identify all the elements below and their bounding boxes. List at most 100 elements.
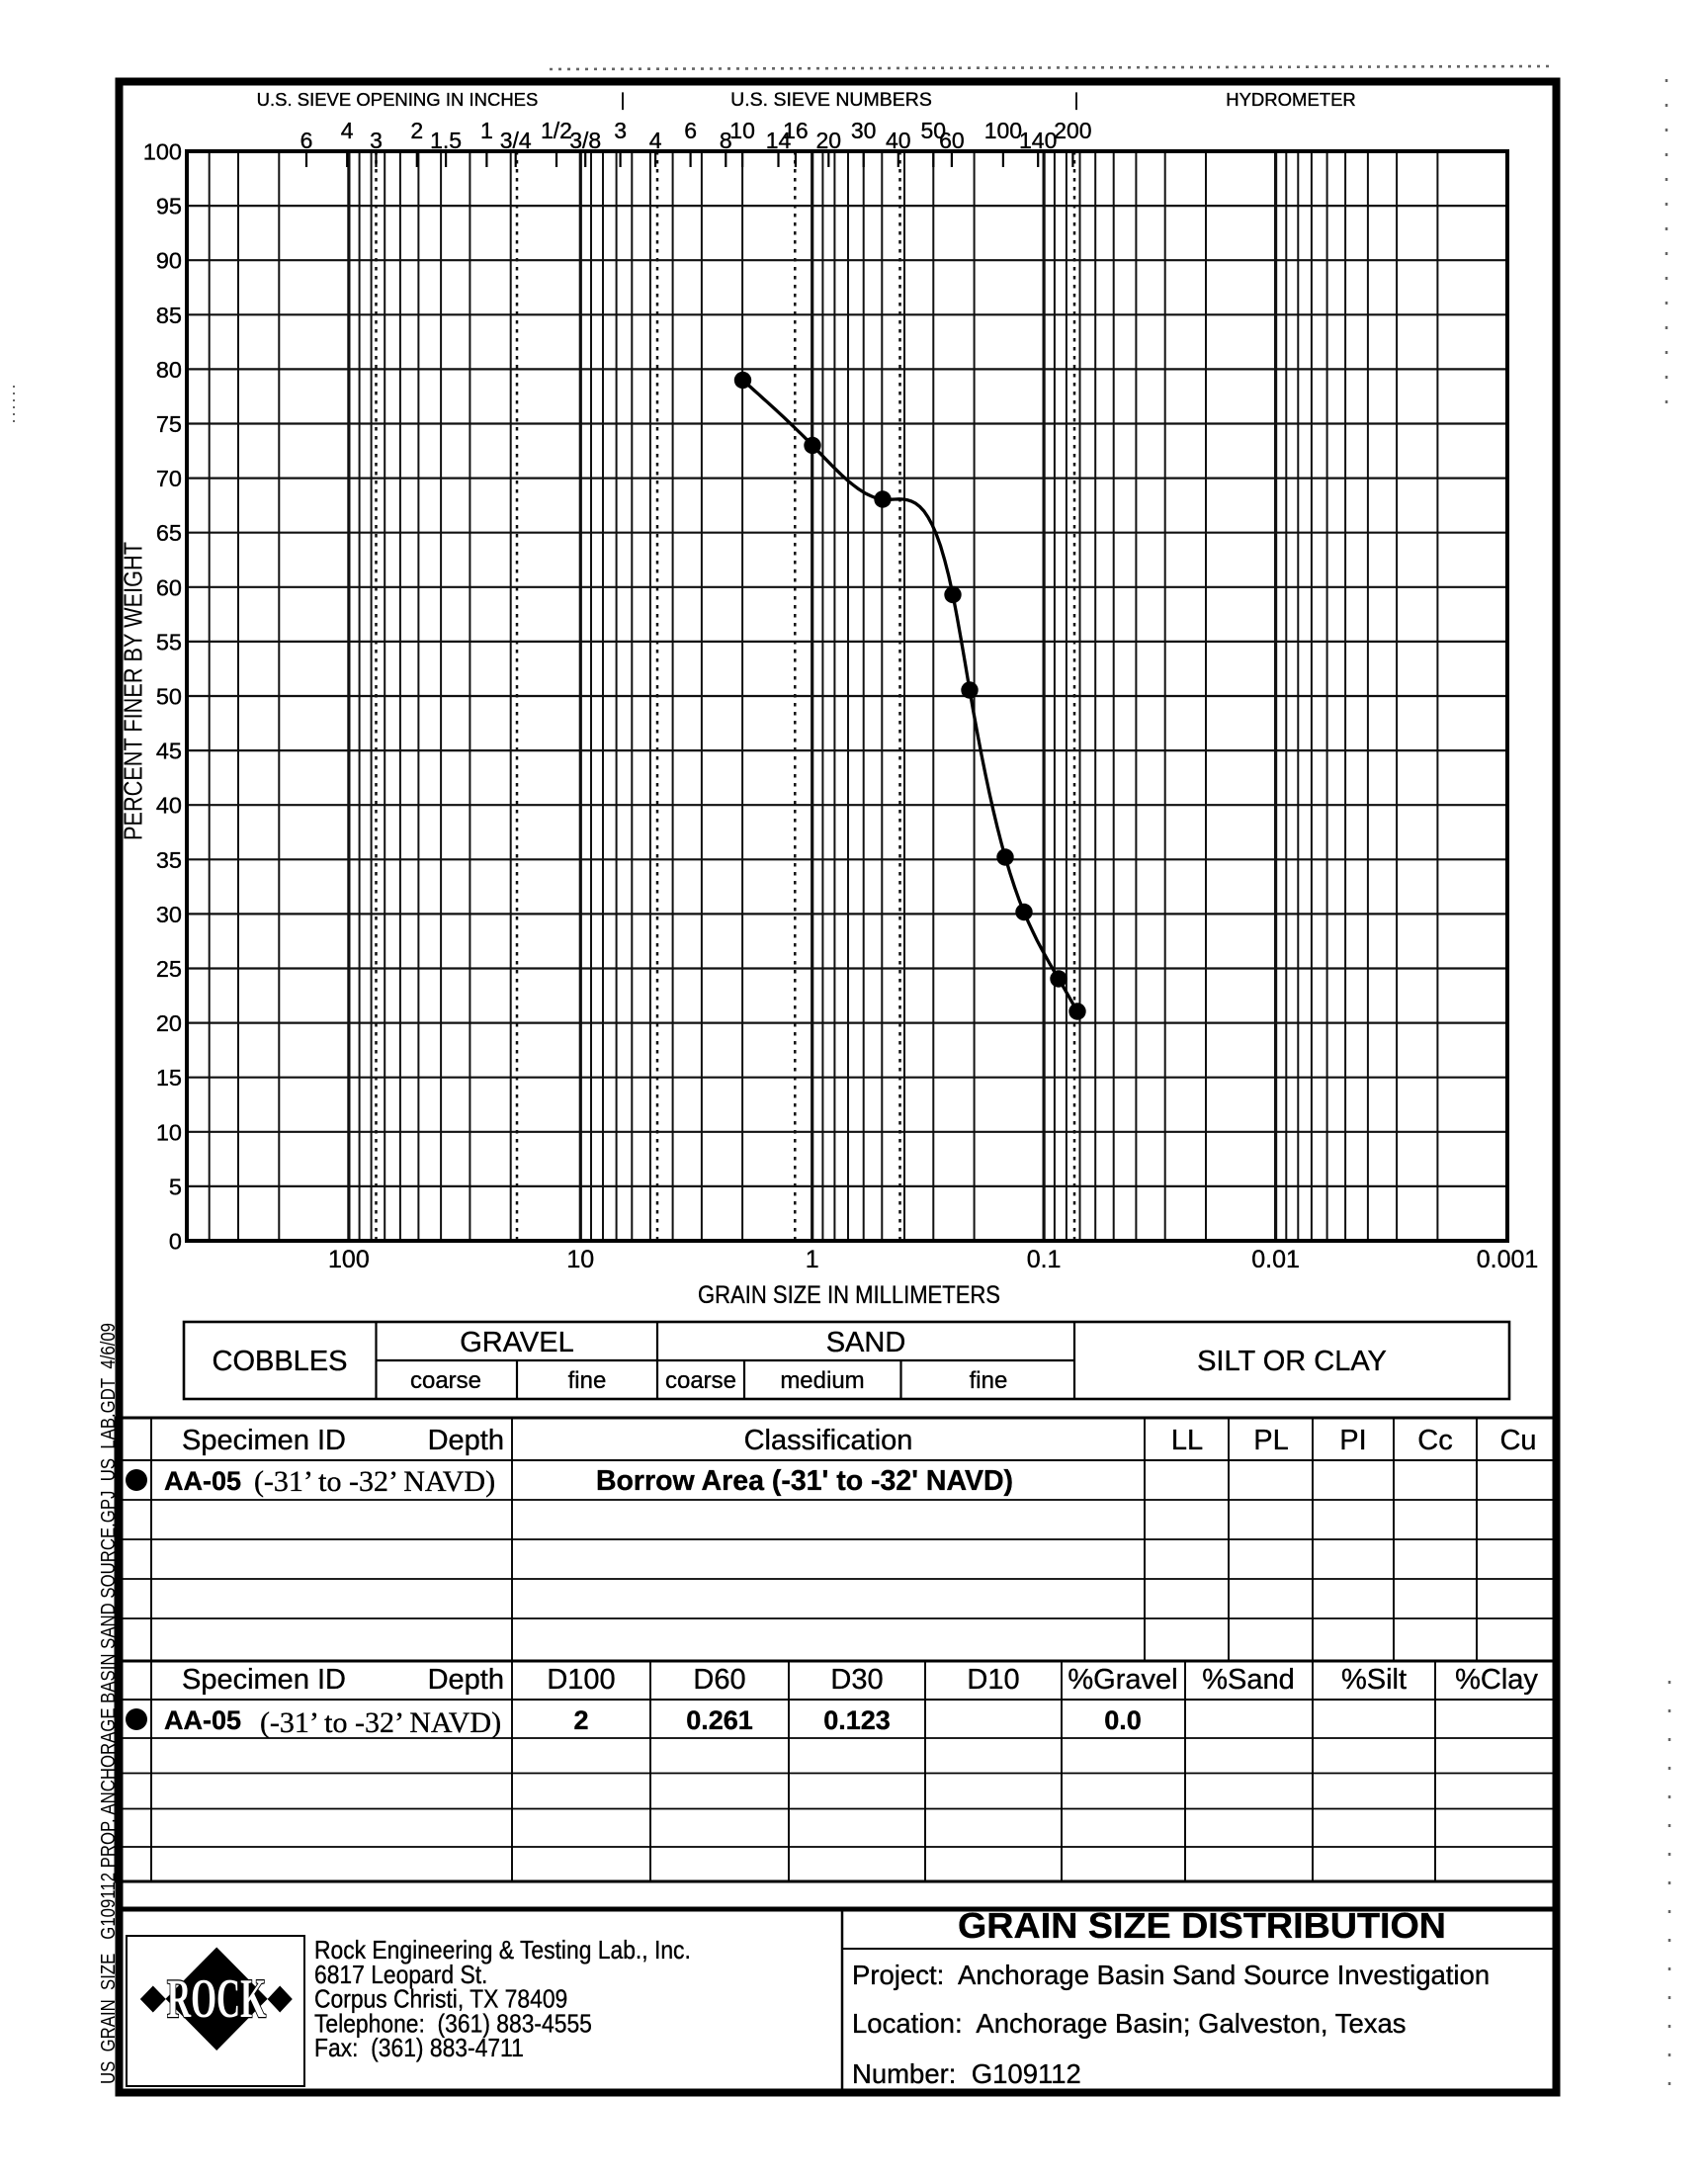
svg-text:D10: D10 [967, 1664, 1019, 1696]
svg-text:%Silt: %Silt [1341, 1664, 1407, 1696]
svg-text:90: 90 [156, 248, 182, 274]
svg-text:Borrow Area (-31' to -32' NAVD: Borrow Area (-31' to -32' NAVD) [596, 1465, 1013, 1497]
svg-text:U.S. SIEVE NUMBERS: U.S. SIEVE NUMBERS [730, 89, 932, 111]
svg-text:HYDROMETER: HYDROMETER [1226, 89, 1356, 110]
svg-text:200: 200 [1054, 118, 1091, 143]
svg-text:0.261: 0.261 [686, 1705, 753, 1735]
svg-text:100: 100 [328, 1246, 370, 1273]
svg-text:Corpus Christi, TX 78409: Corpus Christi, TX 78409 [314, 1985, 567, 2014]
svg-text:0.1: 0.1 [1027, 1246, 1062, 1273]
svg-text:SILT OR CLAY: SILT OR CLAY [1197, 1346, 1387, 1377]
svg-text:ROCK: ROCK [167, 1968, 266, 2030]
svg-text:coarse: coarse [410, 1367, 481, 1394]
svg-text:85: 85 [156, 303, 182, 328]
svg-text:10: 10 [156, 1119, 182, 1145]
svg-text:60: 60 [939, 128, 965, 153]
svg-text:5: 5 [169, 1174, 182, 1199]
svg-text:Project: Anchorage Basin Sand: Project: Anchorage Basin Sand Source Inv… [852, 1960, 1490, 1990]
svg-text:Number: G109112: Number: G109112 [852, 2058, 1081, 2089]
svg-text:1: 1 [806, 1246, 819, 1273]
svg-text:PL: PL [1253, 1425, 1288, 1456]
svg-text:3/8: 3/8 [569, 128, 601, 153]
svg-text:40: 40 [156, 793, 182, 819]
svg-text:0: 0 [169, 1229, 182, 1255]
svg-text:20: 20 [156, 1010, 182, 1036]
svg-text:0.001: 0.001 [1477, 1246, 1539, 1273]
svg-text:1/2: 1/2 [541, 118, 572, 143]
svg-text:medium: medium [780, 1367, 864, 1394]
svg-text:Cu: Cu [1499, 1425, 1536, 1456]
svg-text:AA-05: AA-05 [164, 1705, 241, 1735]
svg-text:0.123: 0.123 [823, 1705, 891, 1735]
svg-text:10: 10 [729, 118, 755, 143]
svg-text:30: 30 [851, 118, 877, 143]
svg-text:6817 Leopard St.: 6817 Leopard St. [314, 1962, 487, 1990]
svg-text:U.S. SIEVE OPENING IN INCHES: U.S. SIEVE OPENING IN INCHES [257, 89, 539, 110]
svg-text:AA-05: AA-05 [164, 1466, 241, 1496]
svg-text:30: 30 [156, 902, 182, 927]
svg-text:1: 1 [480, 118, 493, 143]
svg-text:COBBLES: COBBLES [213, 1346, 348, 1377]
svg-text:|: | [1074, 89, 1079, 110]
svg-text:40: 40 [886, 128, 911, 153]
svg-text:4: 4 [649, 128, 662, 153]
svg-text:Location: Anchorage Basin; Ga: Location: Anchorage Basin; Galveston, Te… [852, 2008, 1407, 2039]
svg-text:25: 25 [156, 956, 182, 982]
svg-text:GRAIN SIZE DISTRIBUTION: GRAIN SIZE DISTRIBUTION [958, 1905, 1446, 1946]
svg-text:95: 95 [156, 194, 182, 219]
svg-text:Specimen ID: Specimen ID [182, 1425, 346, 1456]
svg-text:SAND: SAND [826, 1327, 906, 1358]
svg-text:Fax: (361) 883-4711: Fax: (361) 883-4711 [314, 2035, 524, 2063]
svg-text:6: 6 [684, 118, 697, 143]
svg-text:Rock Engineering & Testing Lab: Rock Engineering & Testing Lab., Inc. [314, 1937, 691, 1965]
svg-text:4: 4 [341, 118, 354, 143]
svg-text:Specimen ID: Specimen ID [182, 1664, 346, 1696]
svg-text:100: 100 [984, 118, 1022, 143]
svg-text:55: 55 [156, 629, 182, 655]
svg-text:6: 6 [300, 128, 313, 153]
svg-text:|: | [621, 89, 626, 110]
svg-text:0.01: 0.01 [1251, 1246, 1300, 1273]
svg-text:3: 3 [614, 118, 627, 143]
svg-text:1.5: 1.5 [430, 128, 462, 153]
svg-text:10: 10 [566, 1246, 594, 1273]
svg-text:GRAIN SIZE IN MILLIMETERS: GRAIN SIZE IN MILLIMETERS [698, 1281, 1000, 1309]
svg-text:2: 2 [410, 118, 423, 143]
svg-text:140: 140 [1019, 128, 1057, 153]
svg-text:D60: D60 [693, 1664, 745, 1696]
svg-text:60: 60 [156, 574, 182, 600]
svg-text:45: 45 [156, 739, 182, 764]
svg-text:(-31’ to -32’ NAVD): (-31’ to -32’ NAVD) [254, 1465, 495, 1498]
svg-text:75: 75 [156, 411, 182, 437]
svg-text:35: 35 [156, 847, 182, 873]
svg-text:PERCENT FINER BY WEIGHT: PERCENT FINER BY WEIGHT [119, 542, 148, 840]
svg-text:70: 70 [156, 466, 182, 491]
svg-text:fine: fine [970, 1367, 1008, 1394]
svg-text:14: 14 [766, 128, 792, 153]
svg-text:GRAVEL: GRAVEL [460, 1327, 574, 1358]
svg-text:50: 50 [156, 684, 182, 710]
svg-text:%Gravel: %Gravel [1068, 1664, 1177, 1696]
svg-text:Telephone: (361) 883-4555: Telephone: (361) 883-4555 [314, 2010, 592, 2039]
svg-text:80: 80 [156, 357, 182, 383]
svg-text:%Clay: %Clay [1455, 1664, 1538, 1696]
svg-text:Classification: Classification [744, 1425, 913, 1456]
svg-text:LL: LL [1171, 1425, 1203, 1456]
svg-text:16: 16 [783, 118, 809, 143]
svg-text:50: 50 [921, 118, 947, 143]
svg-text:PI: PI [1339, 1425, 1366, 1456]
svg-text:100: 100 [143, 139, 182, 165]
svg-text:20: 20 [816, 128, 842, 153]
svg-text:15: 15 [156, 1065, 182, 1091]
svg-text:Cc: Cc [1417, 1425, 1452, 1456]
svg-text:D30: D30 [830, 1664, 883, 1696]
svg-text:3/4: 3/4 [500, 128, 532, 153]
svg-text:65: 65 [156, 520, 182, 546]
svg-text:Depth: Depth [428, 1425, 504, 1456]
svg-text:Depth: Depth [428, 1664, 504, 1696]
svg-text:3: 3 [370, 128, 383, 153]
svg-text:8: 8 [720, 128, 732, 153]
svg-text:D100: D100 [547, 1664, 615, 1696]
svg-text:0.0: 0.0 [1104, 1705, 1142, 1735]
svg-text:2: 2 [573, 1705, 588, 1735]
